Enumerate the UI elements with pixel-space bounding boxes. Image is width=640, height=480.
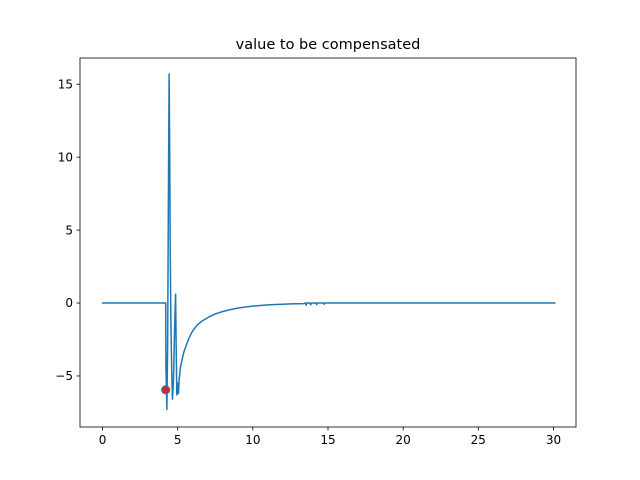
y-tick-label: 5	[65, 223, 73, 237]
y-tick-label: 0	[65, 296, 73, 310]
x-tick-label: 15	[320, 433, 335, 447]
x-tick-label: 5	[174, 433, 182, 447]
x-tick-label: 25	[471, 433, 486, 447]
y-tick-label: −5	[55, 369, 73, 383]
x-tick-label: 30	[546, 433, 561, 447]
chart-title: value to be compensated	[236, 37, 421, 53]
data-point-marker-0	[161, 385, 171, 395]
axis-ticks: 0 5 10 15 20 25 30 −5 0 5 10 15	[55, 77, 561, 447]
y-tick-label: 10	[58, 150, 73, 164]
series-line-0	[101, 73, 556, 411]
x-tick-label: 0	[99, 433, 107, 447]
marker-layer	[161, 385, 171, 395]
series-layer	[101, 73, 556, 411]
plot-area	[80, 58, 576, 427]
y-tick-label: 15	[58, 77, 73, 91]
plot-frame	[79, 57, 577, 428]
x-tick-label: 10	[245, 433, 260, 447]
x-tick-label: 20	[396, 433, 411, 447]
